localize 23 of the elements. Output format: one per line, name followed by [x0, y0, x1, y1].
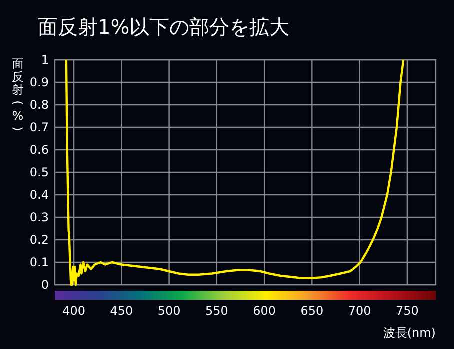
x-tick-label: 400: [62, 304, 86, 318]
y-tick-label: 0.4: [30, 188, 49, 202]
y-tick-label: 1: [41, 53, 49, 68]
line-series: [65, 58, 405, 286]
x-tick-label: 700: [348, 304, 372, 318]
y-tick-label: 0.8: [30, 98, 49, 112]
x-axis-title: 波長(nm): [383, 326, 436, 340]
y-tick-label: 0.7: [30, 120, 49, 135]
y-tick-label: 0.1: [30, 256, 49, 270]
y-tick-label: 0: [41, 278, 49, 292]
y-tick-label: 0.5: [30, 166, 49, 180]
chart-title: 面反射1%以下の部分を拡大: [38, 15, 290, 39]
y-tick-label: 0.6: [30, 143, 49, 158]
y-tick-label: 0.2: [30, 233, 49, 248]
x-tick-label: 550: [205, 304, 228, 318]
y-tick-label: 0.3: [30, 210, 49, 225]
x-tick-label: 500: [158, 304, 181, 318]
x-tick-label: 600: [253, 304, 276, 318]
x-tick-label: 450: [110, 304, 134, 318]
x-tick-label: 750: [396, 304, 419, 318]
y-axis-title: 面反射(%): [11, 57, 25, 132]
x-tick-label: 650: [300, 304, 324, 318]
y-tick-label: 0.9: [30, 76, 49, 90]
